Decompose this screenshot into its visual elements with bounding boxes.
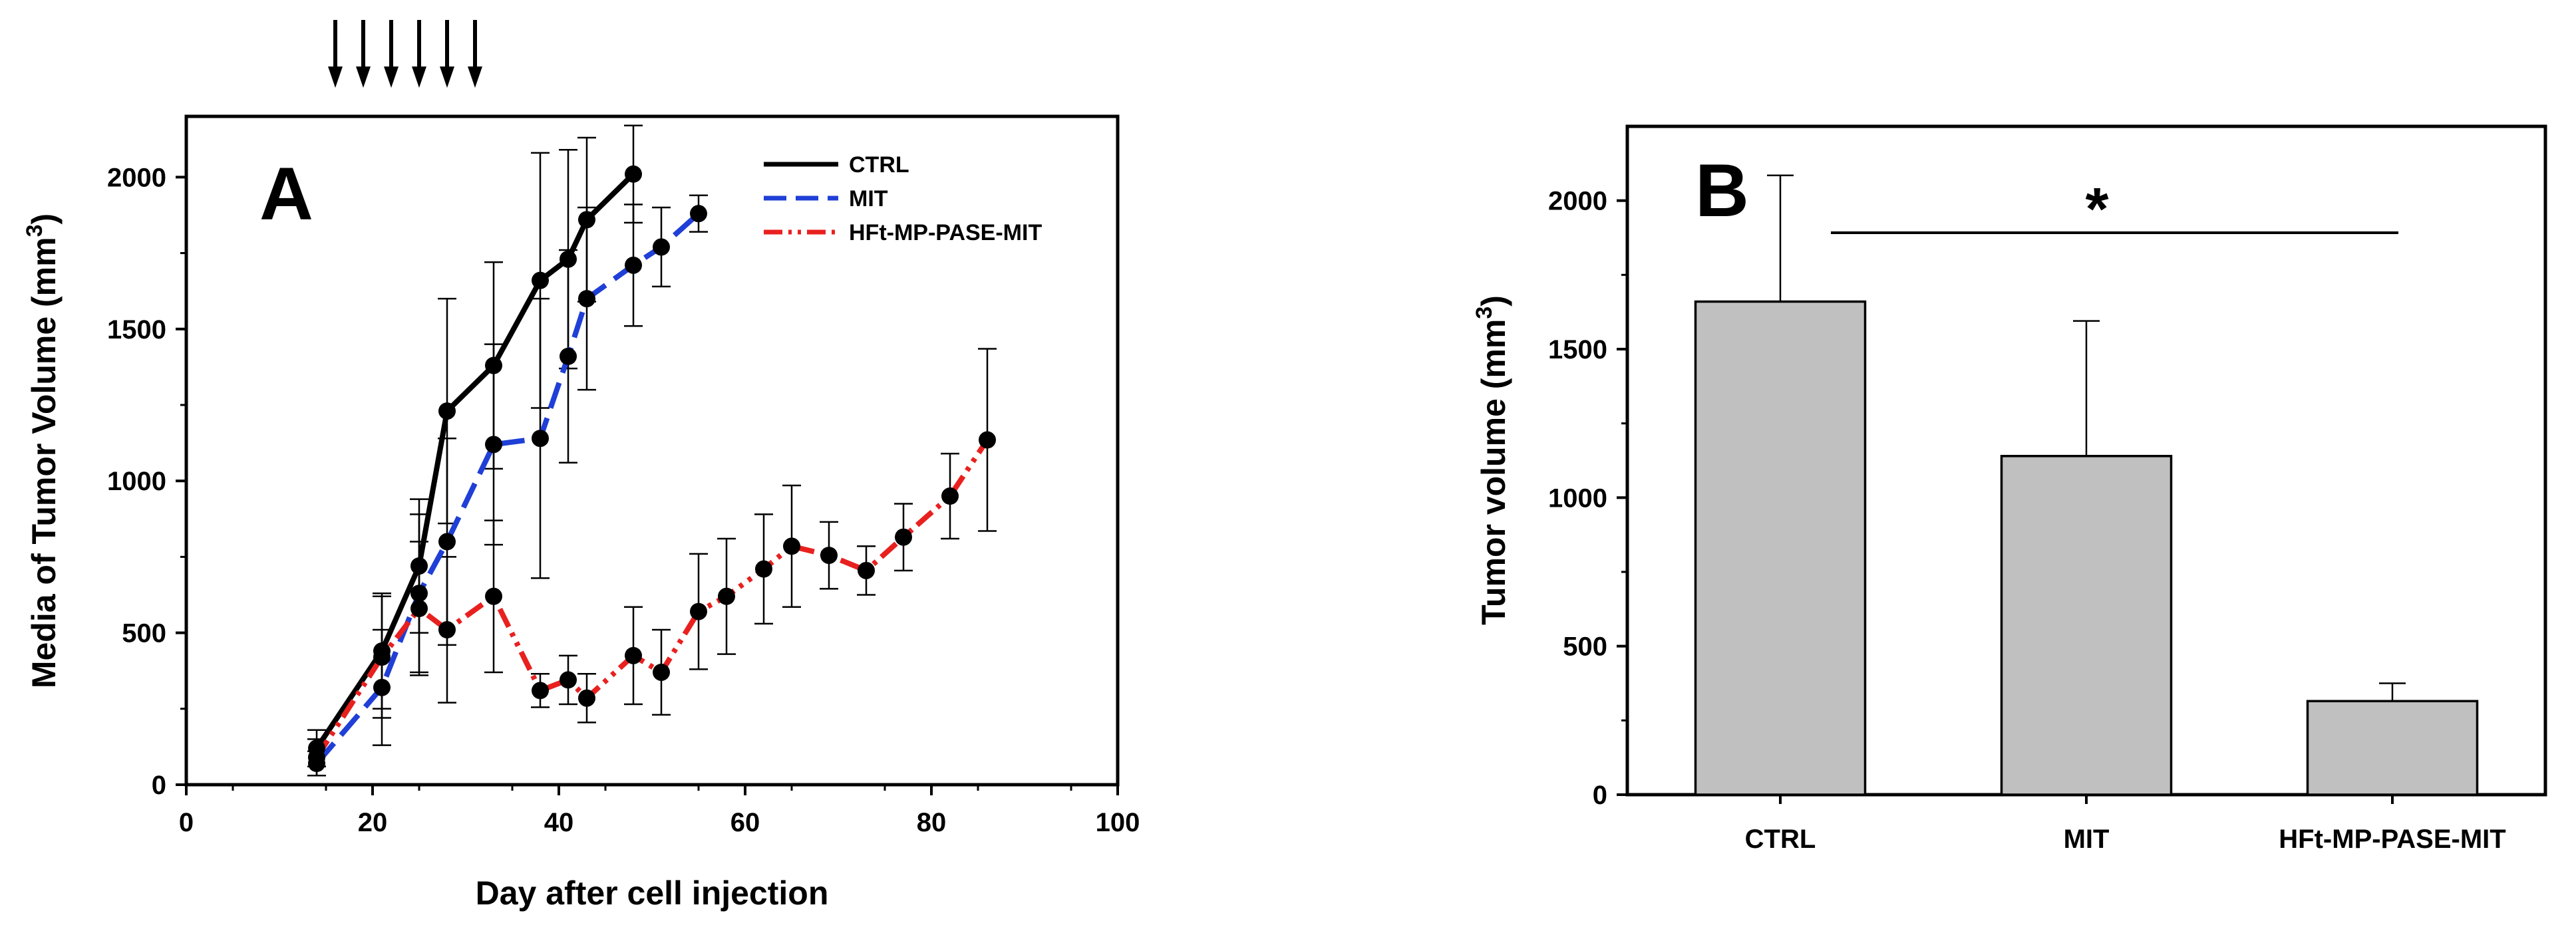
data-point-mit [625, 256, 642, 274]
error-bar-ctrl [1767, 174, 1794, 302]
panel-b-y-axis-label-sup: 3 [1472, 307, 1497, 319]
bar-mit [2000, 455, 2173, 796]
series-line-mit [314, 211, 701, 765]
panel-a-y-axis-label-main: Media of Tumor Volume (mm [25, 237, 63, 688]
panel-b-error-bars [1767, 174, 2406, 702]
data-point-mit [560, 347, 577, 365]
data-point-ctrl [578, 211, 595, 229]
panel-a-x-tick-label: 40 [544, 808, 574, 837]
bar-ctrl [1694, 300, 1867, 796]
panel-a-plot-frame [184, 114, 1120, 787]
panel-b-y-tick-label: 1500 [1548, 335, 1607, 364]
data-point-mit [690, 205, 707, 223]
data-point-ctrl [485, 356, 502, 374]
panel-a-data-points [308, 165, 996, 773]
panel-a-label: A [259, 152, 313, 235]
panel-a-y-axis-label-sup: 3 [22, 224, 47, 237]
panel-a-y-tick-label: 1500 [107, 315, 166, 344]
legend-label-mit: MIT [849, 186, 888, 211]
data-point-hft-mp-pase-mit [532, 682, 549, 700]
bar-hft-mp-pase-mit [2306, 700, 2479, 796]
error-bar-mit [2073, 320, 2100, 456]
data-point-ctrl [532, 271, 549, 289]
data-point-hft-mp-pase-mit [625, 646, 642, 664]
data-point-mit [410, 585, 428, 602]
treatment-arrow [440, 20, 454, 88]
panel-a-y-axis-label-end: ) [25, 213, 63, 225]
data-point-ctrl [560, 250, 577, 268]
data-point-hft-mp-pase-mit [373, 648, 391, 666]
data-point-mit [438, 533, 456, 551]
panel-a-y-tick-label: 2000 [107, 163, 166, 192]
panel-b-label: B [1695, 149, 1749, 232]
treatment-arrow [412, 20, 426, 88]
data-point-hft-mp-pase-mit [895, 528, 912, 546]
category-label-ctrl: CTRL [1745, 825, 1816, 854]
data-point-mit [532, 430, 549, 448]
data-point-hft-mp-pase-mit [653, 663, 670, 681]
data-point-hft-mp-pase-mit [560, 671, 577, 689]
data-point-hft-mp-pase-mit [820, 547, 838, 565]
treatment-arrow [356, 20, 371, 88]
treatment-arrows [328, 20, 482, 88]
data-point-hft-mp-pase-mit [979, 431, 996, 449]
error-bar-hft-mp-pase-mit [2379, 682, 2406, 702]
data-point-hft-mp-pase-mit [755, 560, 772, 578]
category-label-mit: MIT [2064, 825, 2110, 854]
panel-b-y-tick-label: 0 [1593, 781, 1607, 810]
panel-b-y-axis-label-main: Tumor volume (mm [1475, 319, 1512, 625]
data-point-hft-mp-pase-mit [690, 602, 707, 620]
data-point-mit [485, 436, 502, 454]
panel-b-y-axis-label: Tumor volume (mm3) [1472, 295, 1512, 625]
panel-a-x-tick-label: 20 [358, 808, 388, 837]
treatment-arrow [328, 20, 343, 88]
panel-b-axis-ticks: 0 500 1000 1500 2000 [1548, 187, 1627, 810]
panel-a-x-tick-label: 80 [917, 808, 947, 837]
panel-b-y-tick-label: 2000 [1548, 187, 1607, 216]
series-line-ctrl [314, 172, 635, 750]
significance-asterisk: * [2085, 176, 2108, 243]
panel-a-x-axis-label: Day after cell injection [476, 874, 829, 912]
data-point-hft-mp-pase-mit [783, 537, 800, 555]
data-point-ctrl [625, 165, 642, 183]
panel-a-x-tick-label: 100 [1096, 808, 1140, 837]
data-point-hft-mp-pase-mit [410, 600, 428, 618]
data-point-hft-mp-pase-mit [941, 487, 959, 505]
panel-a-legend: CTRL MIT HFt-MP-PASE-MIT [764, 152, 1042, 245]
data-point-hft-mp-pase-mit [578, 689, 595, 707]
data-point-hft-mp-pase-mit [308, 748, 325, 766]
data-point-mit [578, 290, 595, 308]
panel-b-y-tick-label: 500 [1563, 632, 1607, 662]
panel-b-y-tick-label: 1000 [1548, 483, 1607, 513]
panel-a-y-tick-label: 0 [152, 771, 166, 800]
data-point-hft-mp-pase-mit [718, 587, 735, 605]
data-point-hft-mp-pase-mit [858, 561, 875, 579]
panel-a-x-tick-label: 0 [179, 808, 194, 837]
panel-a-y-tick-label: 1000 [107, 467, 166, 496]
panel-a-x-tick-label: 60 [730, 808, 760, 837]
data-point-hft-mp-pase-mit [438, 621, 456, 639]
data-point-ctrl [410, 557, 428, 575]
treatment-arrow [468, 20, 482, 88]
category-label-hft-mp-pase-mit: HFt-MP-PASE-MIT [2279, 825, 2505, 854]
legend-label-hft-mp-pase-mit: HFt-MP-PASE-MIT [849, 220, 1042, 245]
data-point-ctrl [438, 402, 456, 420]
panel-a-y-tick-label: 500 [122, 619, 166, 648]
legend-label-ctrl: CTRL [849, 152, 909, 178]
treatment-arrow [384, 20, 399, 88]
data-point-mit [373, 678, 391, 696]
panel-a-y-axis-label: Media of Tumor Volume (mm3) [22, 213, 63, 688]
data-point-hft-mp-pase-mit [485, 587, 502, 605]
data-point-mit [653, 238, 670, 256]
panel-b-category-labels: CTRL MIT HFt-MP-PASE-MIT [1745, 795, 2506, 854]
panel-b-y-axis-label-end: ) [1475, 295, 1512, 307]
